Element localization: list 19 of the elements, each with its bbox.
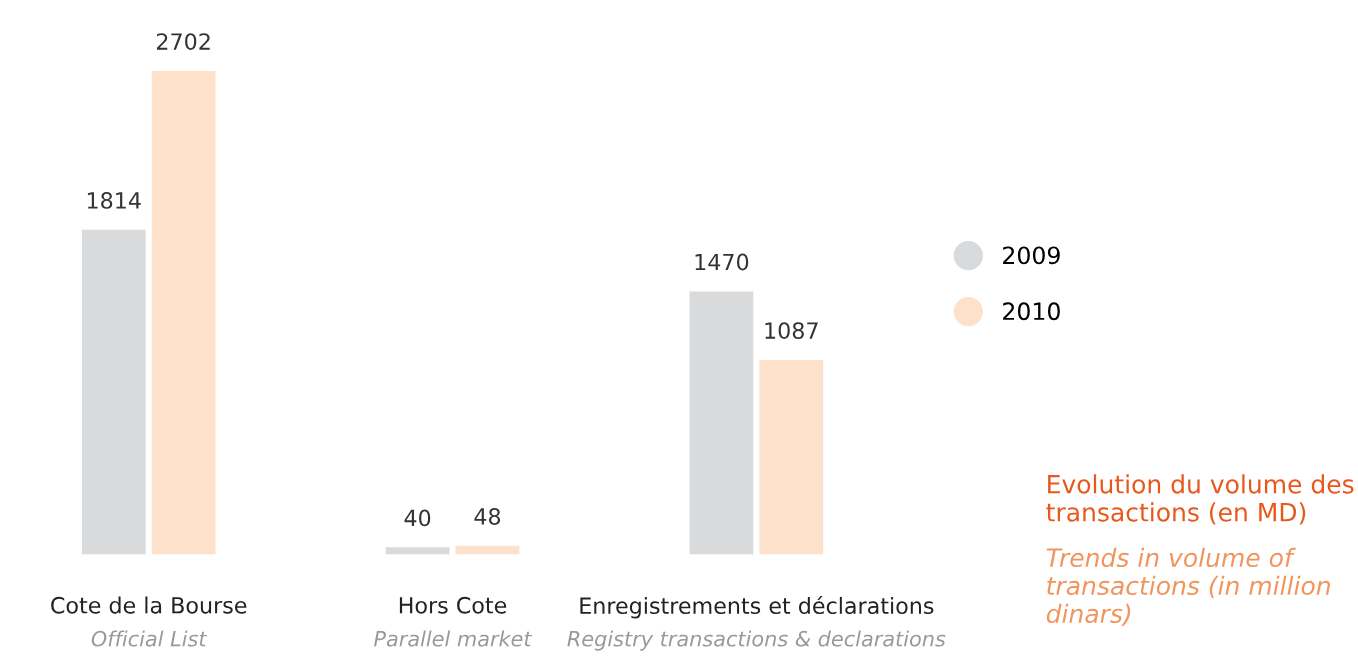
bar: [385, 547, 450, 555]
data-label: 1470: [695, 253, 749, 271]
bar: [759, 359, 824, 555]
legend-label: 2009: [1003, 246, 1060, 265]
x-tick-label: Hors Cote Parallel market: [374, 596, 533, 647]
x-tick-label: Enregistrements et déclarations Registry transactions & declarations: [567, 596, 946, 651]
text: Evolution du volume des transactions (en MD): [1046, 474, 1354, 525]
data-label: 2702: [156, 33, 210, 50]
text: Trends in volume of transactions (in million dinars): [1046, 547, 1330, 627]
bar: [81, 229, 146, 555]
x-tick-label: Cote de la Bourse Official List: [51, 596, 247, 647]
data-label: 40: [404, 509, 431, 527]
data-label: 1087: [765, 322, 818, 339]
legend-label: 2010: [1003, 302, 1060, 321]
data-label: 1814: [87, 192, 141, 209]
bar: [151, 70, 216, 555]
data-label: 48: [474, 508, 501, 525]
bar: [689, 291, 754, 555]
bar: [455, 545, 520, 555]
